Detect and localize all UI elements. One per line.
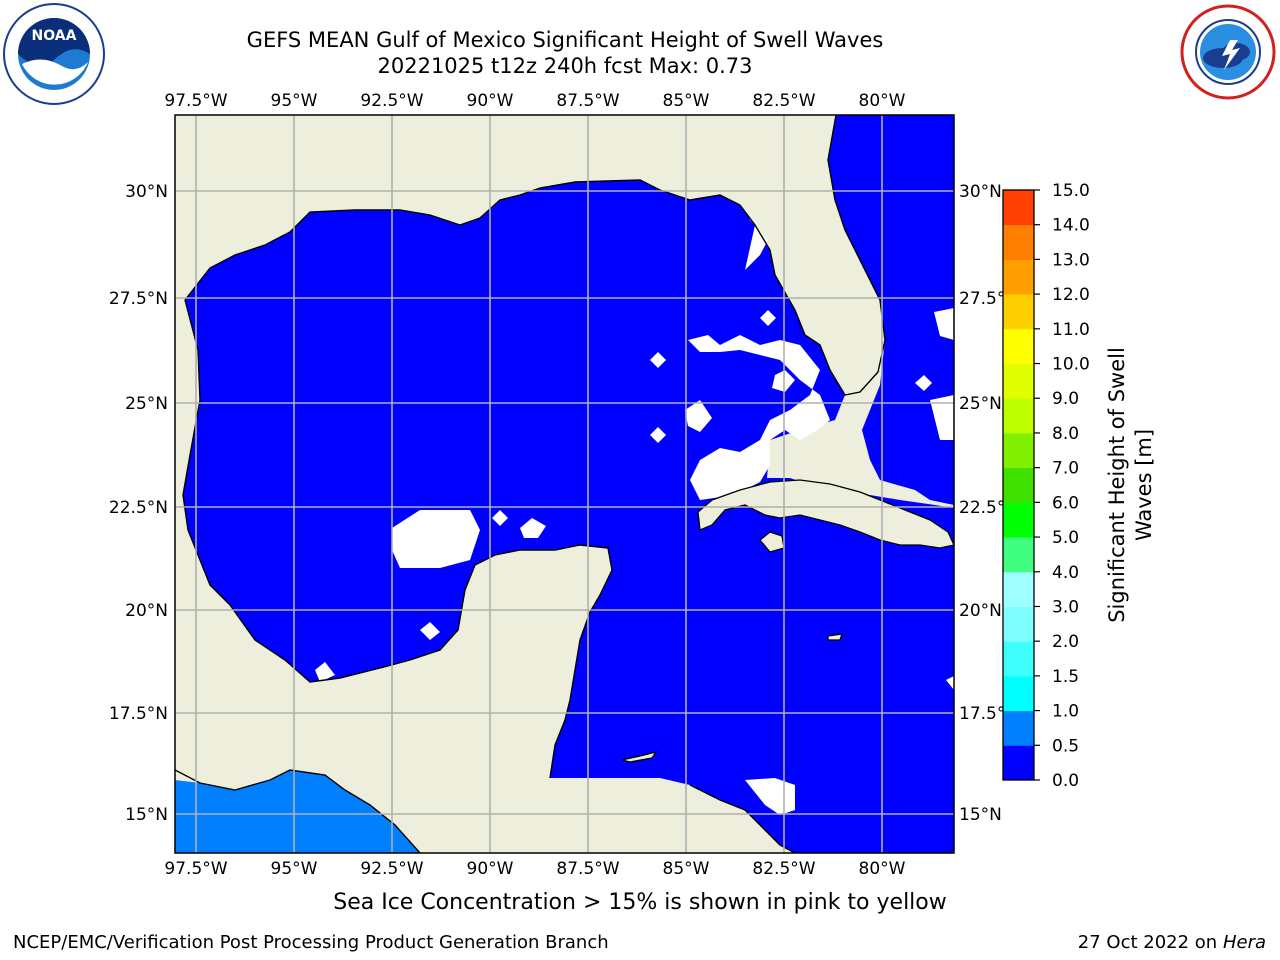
lon-label: 80°W	[859, 91, 906, 111]
lat-label: 15°N	[959, 805, 1002, 825]
lat-labels-left: 30°N 27.5°N 25°N 22.5°N 20°N 17.5°N 15°N	[109, 182, 168, 825]
lat-label: 22.5°N	[109, 498, 168, 518]
lon-label: 92.5°W	[360, 91, 423, 111]
colorbar-tick-label: 0.0	[1052, 771, 1079, 791]
colorbar-tick-label: 1.0	[1052, 702, 1079, 722]
map-frame	[174, 114, 955, 854]
atlantic-ocean	[828, 115, 954, 505]
colorbar-frame	[1002, 189, 1035, 781]
nws-logo	[1180, 4, 1276, 100]
lon-label: 87.5°W	[556, 859, 619, 879]
lon-labels-top: 97.5°W 95°W 92.5°W 90°W 87.5°W 85°W 82.5…	[164, 91, 905, 111]
jamaica	[827, 633, 843, 641]
colorbar-tick-label: 8.0	[1052, 424, 1079, 444]
colorbar-tick-label: 15.0	[1052, 181, 1090, 201]
cuba	[697, 479, 954, 549]
colorbar	[1002, 189, 1035, 781]
colorbar-tick-label: 6.0	[1052, 493, 1079, 513]
cayman-honduras-islands	[621, 750, 658, 763]
footer-date: 27 Oct 2022 on Hera	[1078, 932, 1266, 953]
colorbar-segment	[1003, 641, 1034, 677]
colorbar-tick-label: 3.0	[1052, 597, 1079, 617]
colorbar-segment	[1003, 675, 1034, 712]
lat-label: 30°N	[959, 182, 1002, 202]
noaa-logo-text: NOAA	[32, 28, 77, 44]
lon-label: 90°W	[467, 859, 514, 879]
footer-date-text: 27 Oct 2022 on	[1077, 932, 1223, 953]
graticule	[175, 115, 954, 853]
lon-label: 97.5°W	[164, 859, 227, 879]
lat-label: 20°N	[959, 601, 1002, 621]
pacific-ocean	[175, 770, 420, 853]
noaa-logo: NOAA	[3, 3, 105, 105]
lat-label: 30°N	[125, 182, 168, 202]
lat-label: 27.5°N	[109, 289, 168, 309]
lon-label: 82.5°W	[752, 91, 815, 111]
lon-label: 92.5°W	[360, 859, 423, 879]
colorbar-tick-label: 4.0	[1052, 563, 1079, 583]
colorbar-segment	[1003, 259, 1034, 295]
lon-labels-bottom: 97.5°W 95°W 92.5°W 90°W 87.5°W 85°W 82.5…	[164, 859, 905, 879]
colorbar-segment	[1003, 190, 1034, 226]
islands	[621, 479, 954, 763]
colorbar-tick-label: 2.0	[1052, 632, 1079, 652]
isla-de-la-juventud	[759, 531, 785, 553]
footer-credit: NCEP/EMC/Verification Post Processing Pr…	[13, 932, 609, 953]
lon-label: 97.5°W	[164, 91, 227, 111]
lat-label: 25°N	[125, 394, 168, 414]
colorbar-segment	[1003, 398, 1034, 434]
colorbar-segment	[1003, 432, 1034, 469]
lat-label: 20°N	[125, 601, 168, 621]
lon-label: 90°W	[467, 91, 514, 111]
colorbar-tick-label: 7.0	[1052, 459, 1079, 479]
map-area	[175, 115, 954, 853]
footer-host: Hera	[1222, 932, 1266, 953]
colorbar-title: Significant Height of Swell Waves [m]	[1105, 347, 1156, 623]
coastlines	[175, 115, 886, 853]
colorbar-tick-label: 1.5	[1052, 667, 1079, 687]
colorbar-segment	[1003, 467, 1034, 503]
lon-label: 87.5°W	[556, 91, 619, 111]
lat-labels-right: 30°N 27.5°N 25°N 22.5°N 20°N 17.5°N 15°N	[959, 182, 1018, 825]
colorbar-segment	[1003, 710, 1034, 746]
no-data-patches	[315, 200, 954, 815]
colorbar-segment	[1003, 224, 1034, 260]
colorbar-tick-label: 0.5	[1052, 736, 1079, 756]
colorbar-ticks: 0.0 0.5 1.0 1.5 2.0 3.0 4.0 5.0 6.0 7.0 8.0 9.0 10.0…	[1034, 181, 1090, 791]
colorbar-title-line1: Significant Height of Swell	[1105, 347, 1129, 623]
lon-label: 95°W	[271, 91, 318, 111]
colorbar-tick-label: 11.0	[1052, 320, 1090, 340]
colorbar-segment	[1003, 537, 1034, 573]
colorbar-segment	[1003, 606, 1034, 642]
colorbar-segment	[1003, 502, 1034, 538]
colorbar-segment	[1003, 745, 1034, 781]
colorbar-segment	[1003, 571, 1034, 607]
lon-label: 80°W	[859, 859, 906, 879]
lat-label: 17.5°N	[109, 704, 168, 724]
colorbar-segment	[1003, 328, 1034, 365]
lat-label: 25°N	[959, 394, 1002, 414]
colorbar-tick-label: 12.0	[1052, 285, 1090, 305]
lon-label: 85°W	[663, 91, 710, 111]
colorbar-tick-label: 9.0	[1052, 389, 1079, 409]
colorbar-segment	[1003, 294, 1034, 330]
colorbar-segment	[1003, 363, 1034, 399]
map-subtitle: 20221025 t12z 240h fcst Max: 0.73	[377, 54, 753, 78]
map-title: GEFS MEAN Gulf of Mexico Significant Hei…	[246, 28, 884, 52]
colorbar-tick-label: 5.0	[1052, 528, 1079, 548]
colorbar-tick-label: 13.0	[1052, 250, 1090, 270]
colorbar-tick-label: 10.0	[1052, 355, 1090, 375]
lon-label: 85°W	[663, 859, 710, 879]
lat-label: 15°N	[125, 805, 168, 825]
lon-label: 82.5°W	[752, 859, 815, 879]
lon-label: 95°W	[271, 859, 318, 879]
colorbar-title-line2: Waves [m]	[1132, 429, 1156, 541]
colorbar-tick-label: 14.0	[1052, 216, 1090, 236]
sea-ice-caption: Sea Ice Concentration > 15% is shown in …	[333, 890, 947, 915]
